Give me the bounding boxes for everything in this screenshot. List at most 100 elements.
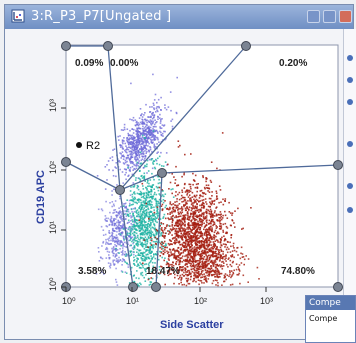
teal-point xyxy=(144,200,146,203)
red-point xyxy=(207,251,209,254)
purple-point xyxy=(121,146,124,148)
panel-marker-5[interactable] xyxy=(347,183,353,189)
purple-point xyxy=(138,155,141,157)
red-point xyxy=(199,259,201,261)
purple-point xyxy=(149,147,152,149)
close-button[interactable] xyxy=(339,10,352,23)
panel-marker-6[interactable] xyxy=(347,207,353,213)
gate-vertices[interactable] xyxy=(61,41,343,292)
purple-point xyxy=(158,106,160,109)
red-point xyxy=(203,273,205,275)
red-point xyxy=(196,234,198,237)
red-point xyxy=(200,270,203,272)
red-point xyxy=(215,235,217,238)
teal-point xyxy=(145,244,147,247)
panel-marker-3[interactable] xyxy=(347,99,353,105)
teal-point xyxy=(140,267,142,269)
red-point xyxy=(182,229,185,231)
teal-point xyxy=(151,215,154,217)
red-point xyxy=(193,251,196,254)
teal-point xyxy=(135,239,138,242)
red-point xyxy=(208,248,211,251)
purple-point xyxy=(136,157,138,159)
red-point xyxy=(236,273,238,276)
purple-point xyxy=(122,158,125,160)
red-point xyxy=(181,208,184,210)
purple-point xyxy=(151,114,154,116)
purple-point xyxy=(121,251,124,253)
red-point xyxy=(214,229,217,232)
teal-point xyxy=(148,196,151,199)
red-point xyxy=(192,205,194,208)
red-point xyxy=(178,203,181,205)
panel-marker-4[interactable] xyxy=(347,141,353,147)
panel-marker-2[interactable] xyxy=(347,77,353,83)
purple-point xyxy=(141,141,143,143)
red-point xyxy=(198,268,200,271)
region-marker-dot[interactable] xyxy=(76,142,82,148)
teal-point xyxy=(140,213,142,215)
red-point xyxy=(194,211,197,214)
purple-point xyxy=(128,137,131,139)
panel-marker-1[interactable] xyxy=(347,55,353,61)
red-point xyxy=(196,216,198,218)
subwindow-title[interactable]: Compe xyxy=(306,296,355,310)
purple-point xyxy=(108,251,111,253)
purple-point xyxy=(107,262,110,264)
purple-point xyxy=(163,125,165,127)
red-point xyxy=(219,222,221,225)
red-point xyxy=(159,242,162,245)
teal-point xyxy=(139,198,141,201)
red-point xyxy=(168,244,171,246)
compensation-subwindow[interactable]: Compe Compe xyxy=(305,295,356,343)
red-point xyxy=(210,230,213,232)
purple-point xyxy=(119,243,121,245)
purple-point xyxy=(108,243,111,245)
red-point xyxy=(226,240,229,243)
purple-point xyxy=(153,143,156,146)
teal-point xyxy=(140,199,142,201)
teal-point xyxy=(139,178,141,181)
purple-point xyxy=(147,137,150,139)
purple-point xyxy=(129,135,132,137)
teal-point xyxy=(161,256,163,259)
red-point xyxy=(171,234,173,236)
purple-point xyxy=(121,211,123,213)
red-point xyxy=(218,250,220,253)
red-point xyxy=(196,205,198,208)
purple-point xyxy=(127,227,130,229)
red-point xyxy=(204,216,207,218)
red-point xyxy=(186,202,188,205)
red-point xyxy=(195,269,198,272)
teal-point xyxy=(140,283,142,286)
red-point xyxy=(210,212,213,215)
minimize-button[interactable] xyxy=(307,10,320,23)
teal-point xyxy=(141,220,143,222)
purple-point xyxy=(129,158,132,160)
maximize-button[interactable] xyxy=(323,10,336,23)
red-point xyxy=(178,252,180,254)
red-point xyxy=(176,250,179,252)
purple-point xyxy=(119,210,121,212)
red-point xyxy=(205,260,208,263)
teal-point xyxy=(154,257,157,260)
red-point xyxy=(212,243,215,246)
red-point xyxy=(192,267,194,270)
teal-point xyxy=(145,165,148,168)
red-point xyxy=(230,245,232,248)
purple-point xyxy=(112,212,114,214)
red-point xyxy=(171,263,173,266)
purple-point xyxy=(111,233,113,236)
red-point xyxy=(169,255,171,257)
red-point xyxy=(180,279,182,281)
red-point xyxy=(229,251,232,253)
teal-point xyxy=(136,251,138,253)
teal-point xyxy=(132,248,135,251)
quadrant-top-right-percent: 0.20% xyxy=(279,58,307,69)
red-point xyxy=(222,214,224,217)
purple-point xyxy=(130,150,133,152)
window-titlebar[interactable]: 3:R_P3_P7[Ungated ] xyxy=(5,5,353,29)
purple-point xyxy=(113,209,115,211)
purple-point xyxy=(159,130,161,133)
